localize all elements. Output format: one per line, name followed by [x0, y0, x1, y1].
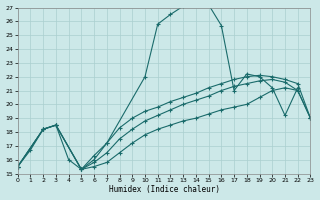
X-axis label: Humidex (Indice chaleur): Humidex (Indice chaleur) — [108, 185, 220, 194]
